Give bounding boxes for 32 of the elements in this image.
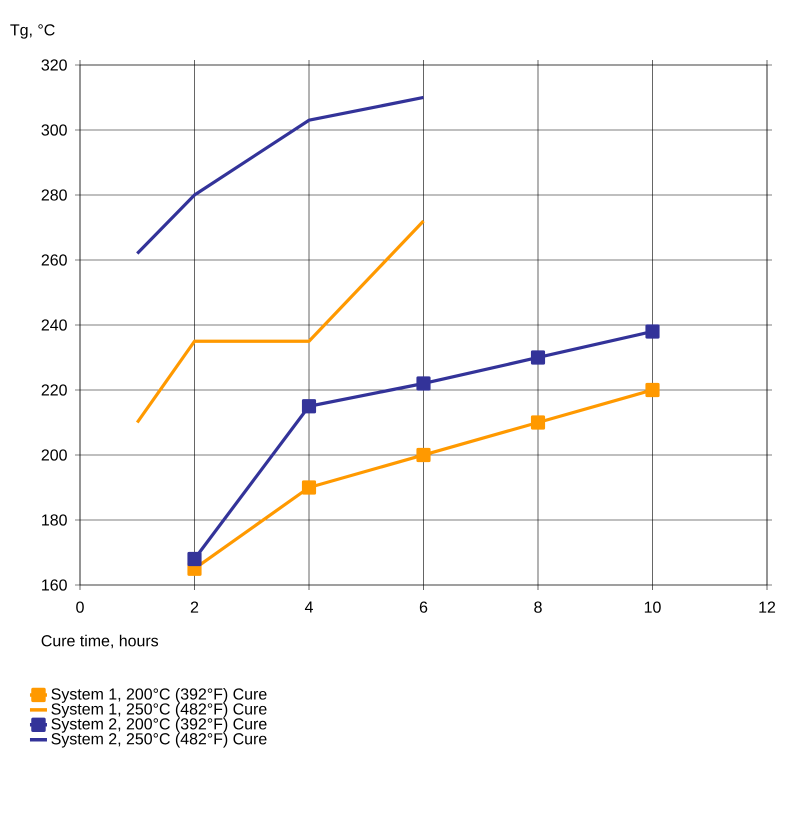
x-tick-label: 12: [759, 602, 776, 613]
y-tick-label: 180: [42, 514, 67, 526]
y-tick-label: 240: [42, 319, 67, 331]
point: [302, 480, 316, 495]
y-tick-label: 260: [42, 254, 67, 266]
legend-label: System 1, 250°C (482°F) Cure: [51, 702, 266, 718]
x-tick-label: 8: [534, 602, 542, 613]
point: [416, 376, 431, 391]
x-tick-label: 0: [76, 602, 84, 613]
legend-label: System 1, 200°C (392°F) Cure: [51, 688, 266, 703]
point: [530, 415, 546, 430]
x-tick-label: 10: [644, 602, 661, 613]
legend-label: System 2, 200°C (392°F) Cure: [51, 718, 266, 733]
y-tick-label: 160: [42, 579, 67, 591]
x-tick-label: 6: [420, 602, 428, 613]
y-tick-label: 320: [42, 59, 67, 71]
legend-label: System 2, 250°C (482°F) Cure: [51, 732, 266, 748]
point: [302, 399, 316, 414]
y-tick-label: 300: [42, 124, 67, 136]
x-axis-title: Cure time, hours: [42, 634, 158, 648]
y-tick-label: 280: [42, 189, 67, 201]
point: [645, 324, 660, 339]
point: [187, 552, 202, 566]
y-axis-title: Tg, °C: [10, 24, 55, 39]
point: [530, 350, 546, 365]
point: [645, 382, 660, 398]
y-tick-label: 220: [42, 384, 67, 396]
y-tick-label: 200: [42, 449, 67, 461]
line-series: [136, 96, 426, 256]
x-tick-label: 2: [190, 602, 198, 613]
point: [416, 448, 431, 462]
x-tick-label: 4: [304, 602, 313, 612]
